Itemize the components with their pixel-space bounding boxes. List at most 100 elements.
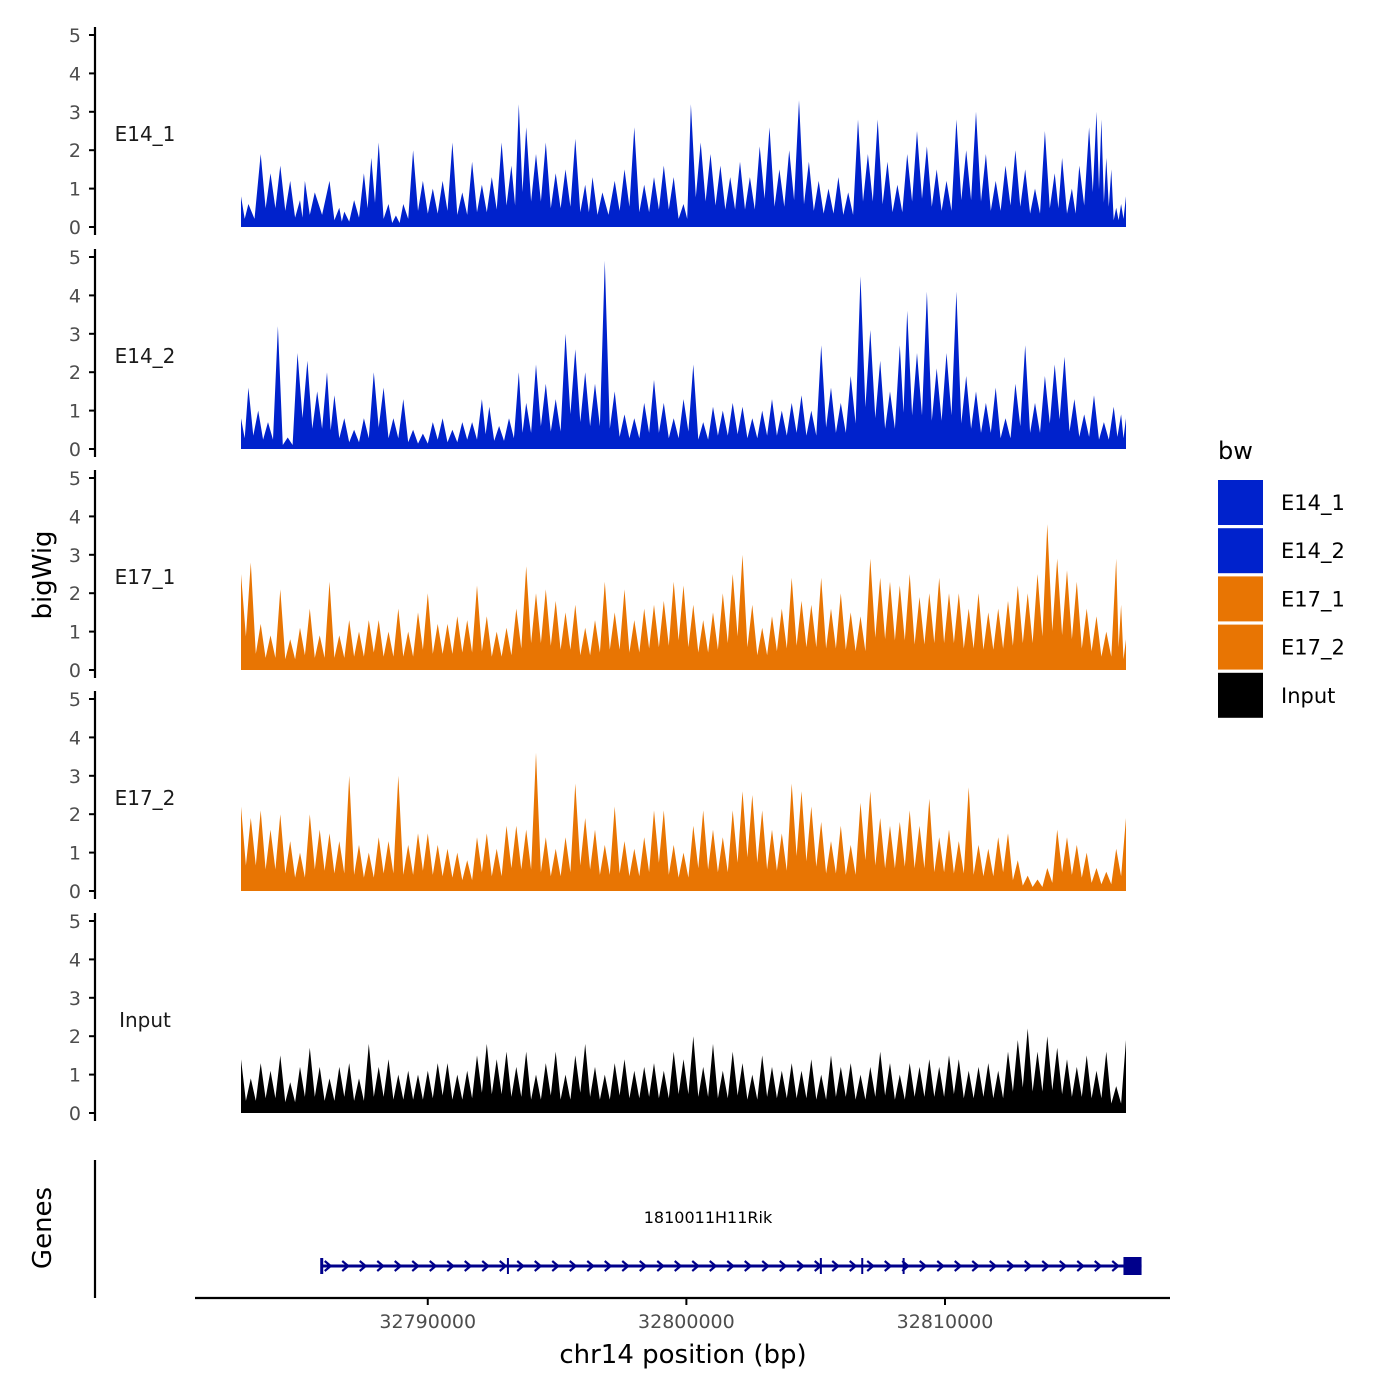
legend-item-e17-2: E17_2 <box>1218 624 1345 670</box>
y-tick-label: 0 <box>69 217 81 239</box>
y-tick-label: 2 <box>69 804 81 826</box>
y-tick-label: 1 <box>69 1065 81 1087</box>
strand-chevron <box>341 1260 350 1272</box>
track-label: Input <box>119 1008 171 1032</box>
strand-chevron <box>674 1260 683 1272</box>
legend-swatch <box>1218 624 1263 670</box>
y-tick-label: 0 <box>69 881 81 903</box>
strand-chevron <box>376 1260 385 1272</box>
y-tick-label: 3 <box>69 988 81 1010</box>
y-axis-title: bigWig <box>28 530 58 619</box>
legend-title: bw <box>1218 437 1253 465</box>
coverage-area <box>241 1028 1126 1113</box>
legend-label: E17_1 <box>1281 587 1345 612</box>
strand-chevron <box>849 1260 858 1272</box>
legend-label: E14_1 <box>1281 491 1345 516</box>
x-axis: 32790000 32800000 32810000 chr14 position … <box>195 1296 1170 1370</box>
track-label: E17_2 <box>115 786 176 810</box>
x-tick-label: 32800000 <box>638 1311 735 1333</box>
legend-swatch <box>1218 672 1263 718</box>
strand-chevron <box>709 1260 718 1272</box>
strand-chevron <box>691 1260 700 1272</box>
legend-swatch <box>1218 576 1263 622</box>
coverage-area <box>241 524 1126 670</box>
y-tick-label: 1 <box>69 622 81 644</box>
y-tick-label: 4 <box>69 285 81 307</box>
strand-chevron <box>516 1260 525 1272</box>
track-label: E14_2 <box>115 344 176 368</box>
strand-chevron <box>569 1260 578 1272</box>
coverage-area <box>241 752 1126 891</box>
strand-chevron <box>919 1260 928 1272</box>
gene-exon <box>1123 1257 1142 1275</box>
strand-chevron <box>621 1260 630 1272</box>
genes-axis-title: Genes <box>28 1187 58 1269</box>
y-tick-label: 5 <box>69 911 81 933</box>
strand-chevron <box>429 1260 438 1272</box>
strand-chevron <box>796 1260 805 1272</box>
strand-chevron <box>1076 1260 1085 1272</box>
strand-chevron <box>656 1260 665 1272</box>
coverage-tracks: 0 1 2 3 4 5 E14_1 0 1 2 3 4 5 E14_2 0 1 2 3 4 5 E17_1 0 1 2 3 4 5 E… <box>69 25 1126 1125</box>
strand-chevron <box>394 1260 403 1272</box>
legend-item-input: Input <box>1218 672 1335 718</box>
strand-chevron <box>936 1260 945 1272</box>
coverage-area <box>241 100 1126 227</box>
y-tick-label: 0 <box>69 1103 81 1125</box>
y-tick-label: 3 <box>69 766 81 788</box>
legend-label: Input <box>1281 684 1335 708</box>
y-tick-label: 1 <box>69 179 81 201</box>
gene-name-label: 1810011H11Rik <box>644 1208 773 1227</box>
strand-chevron <box>1041 1260 1050 1272</box>
strand-chevron <box>359 1260 368 1272</box>
y-tick-label: 5 <box>69 247 81 269</box>
strand-chevron <box>1059 1260 1068 1272</box>
gene-model <box>320 1257 1142 1275</box>
y-tick-label: 5 <box>69 468 81 490</box>
legend-item-e14-2: E14_2 <box>1218 528 1345 574</box>
strand-chevron <box>954 1260 963 1272</box>
strand-chevron <box>831 1260 840 1272</box>
y-tick-label: 3 <box>69 324 81 346</box>
legend: bw E14_1 E14_2 E17_1 E17_2 Input <box>1218 437 1345 718</box>
strand-chevron <box>1094 1260 1103 1272</box>
strand-chevron <box>1006 1260 1015 1272</box>
strand-chevron <box>481 1260 490 1272</box>
strand-chevron <box>586 1260 595 1272</box>
legend-item-e17-1: E17_1 <box>1218 576 1345 622</box>
legend-swatch <box>1218 480 1263 525</box>
strand-chevron <box>971 1260 980 1272</box>
strand-chevron <box>1111 1260 1120 1272</box>
strand-chevron <box>499 1260 508 1272</box>
y-tick-label: 0 <box>69 439 81 461</box>
strand-chevron <box>639 1260 648 1272</box>
strand-chevron <box>534 1260 543 1272</box>
y-tick-label: 2 <box>69 1026 81 1048</box>
track-label: E17_1 <box>115 565 176 589</box>
strand-chevron <box>1024 1260 1033 1272</box>
y-tick-label: 4 <box>69 727 81 749</box>
strand-chevron <box>411 1260 420 1272</box>
y-tick-label: 4 <box>69 63 81 85</box>
x-ticks: 32790000 32800000 32810000 <box>379 1298 993 1333</box>
x-tick-label: 32810000 <box>897 1311 994 1333</box>
legend-label: E14_2 <box>1281 539 1345 564</box>
y-tick-label: 4 <box>69 506 81 528</box>
track-input: 0 1 2 3 4 5 Input <box>69 911 1126 1125</box>
strand-chevron <box>726 1260 735 1272</box>
strand-chevron <box>604 1260 613 1272</box>
y-tick-label: 5 <box>69 25 81 47</box>
track-label: E14_1 <box>115 122 176 146</box>
coverage-area <box>241 260 1126 449</box>
y-tick-label: 5 <box>69 689 81 711</box>
track-e17-2: 0 1 2 3 4 5 E17_2 <box>69 689 1126 903</box>
strand-chevron <box>446 1260 455 1272</box>
x-tick-label: 32790000 <box>379 1311 476 1333</box>
strand-chevron <box>464 1260 473 1272</box>
y-tick-label: 0 <box>69 660 81 682</box>
y-tick-label: 2 <box>69 362 81 384</box>
y-tick-label: 2 <box>69 140 81 162</box>
x-axis-title: chr14 position (bp) <box>559 1340 806 1370</box>
strand-chevron <box>779 1260 788 1272</box>
y-tick-label: 1 <box>69 843 81 865</box>
